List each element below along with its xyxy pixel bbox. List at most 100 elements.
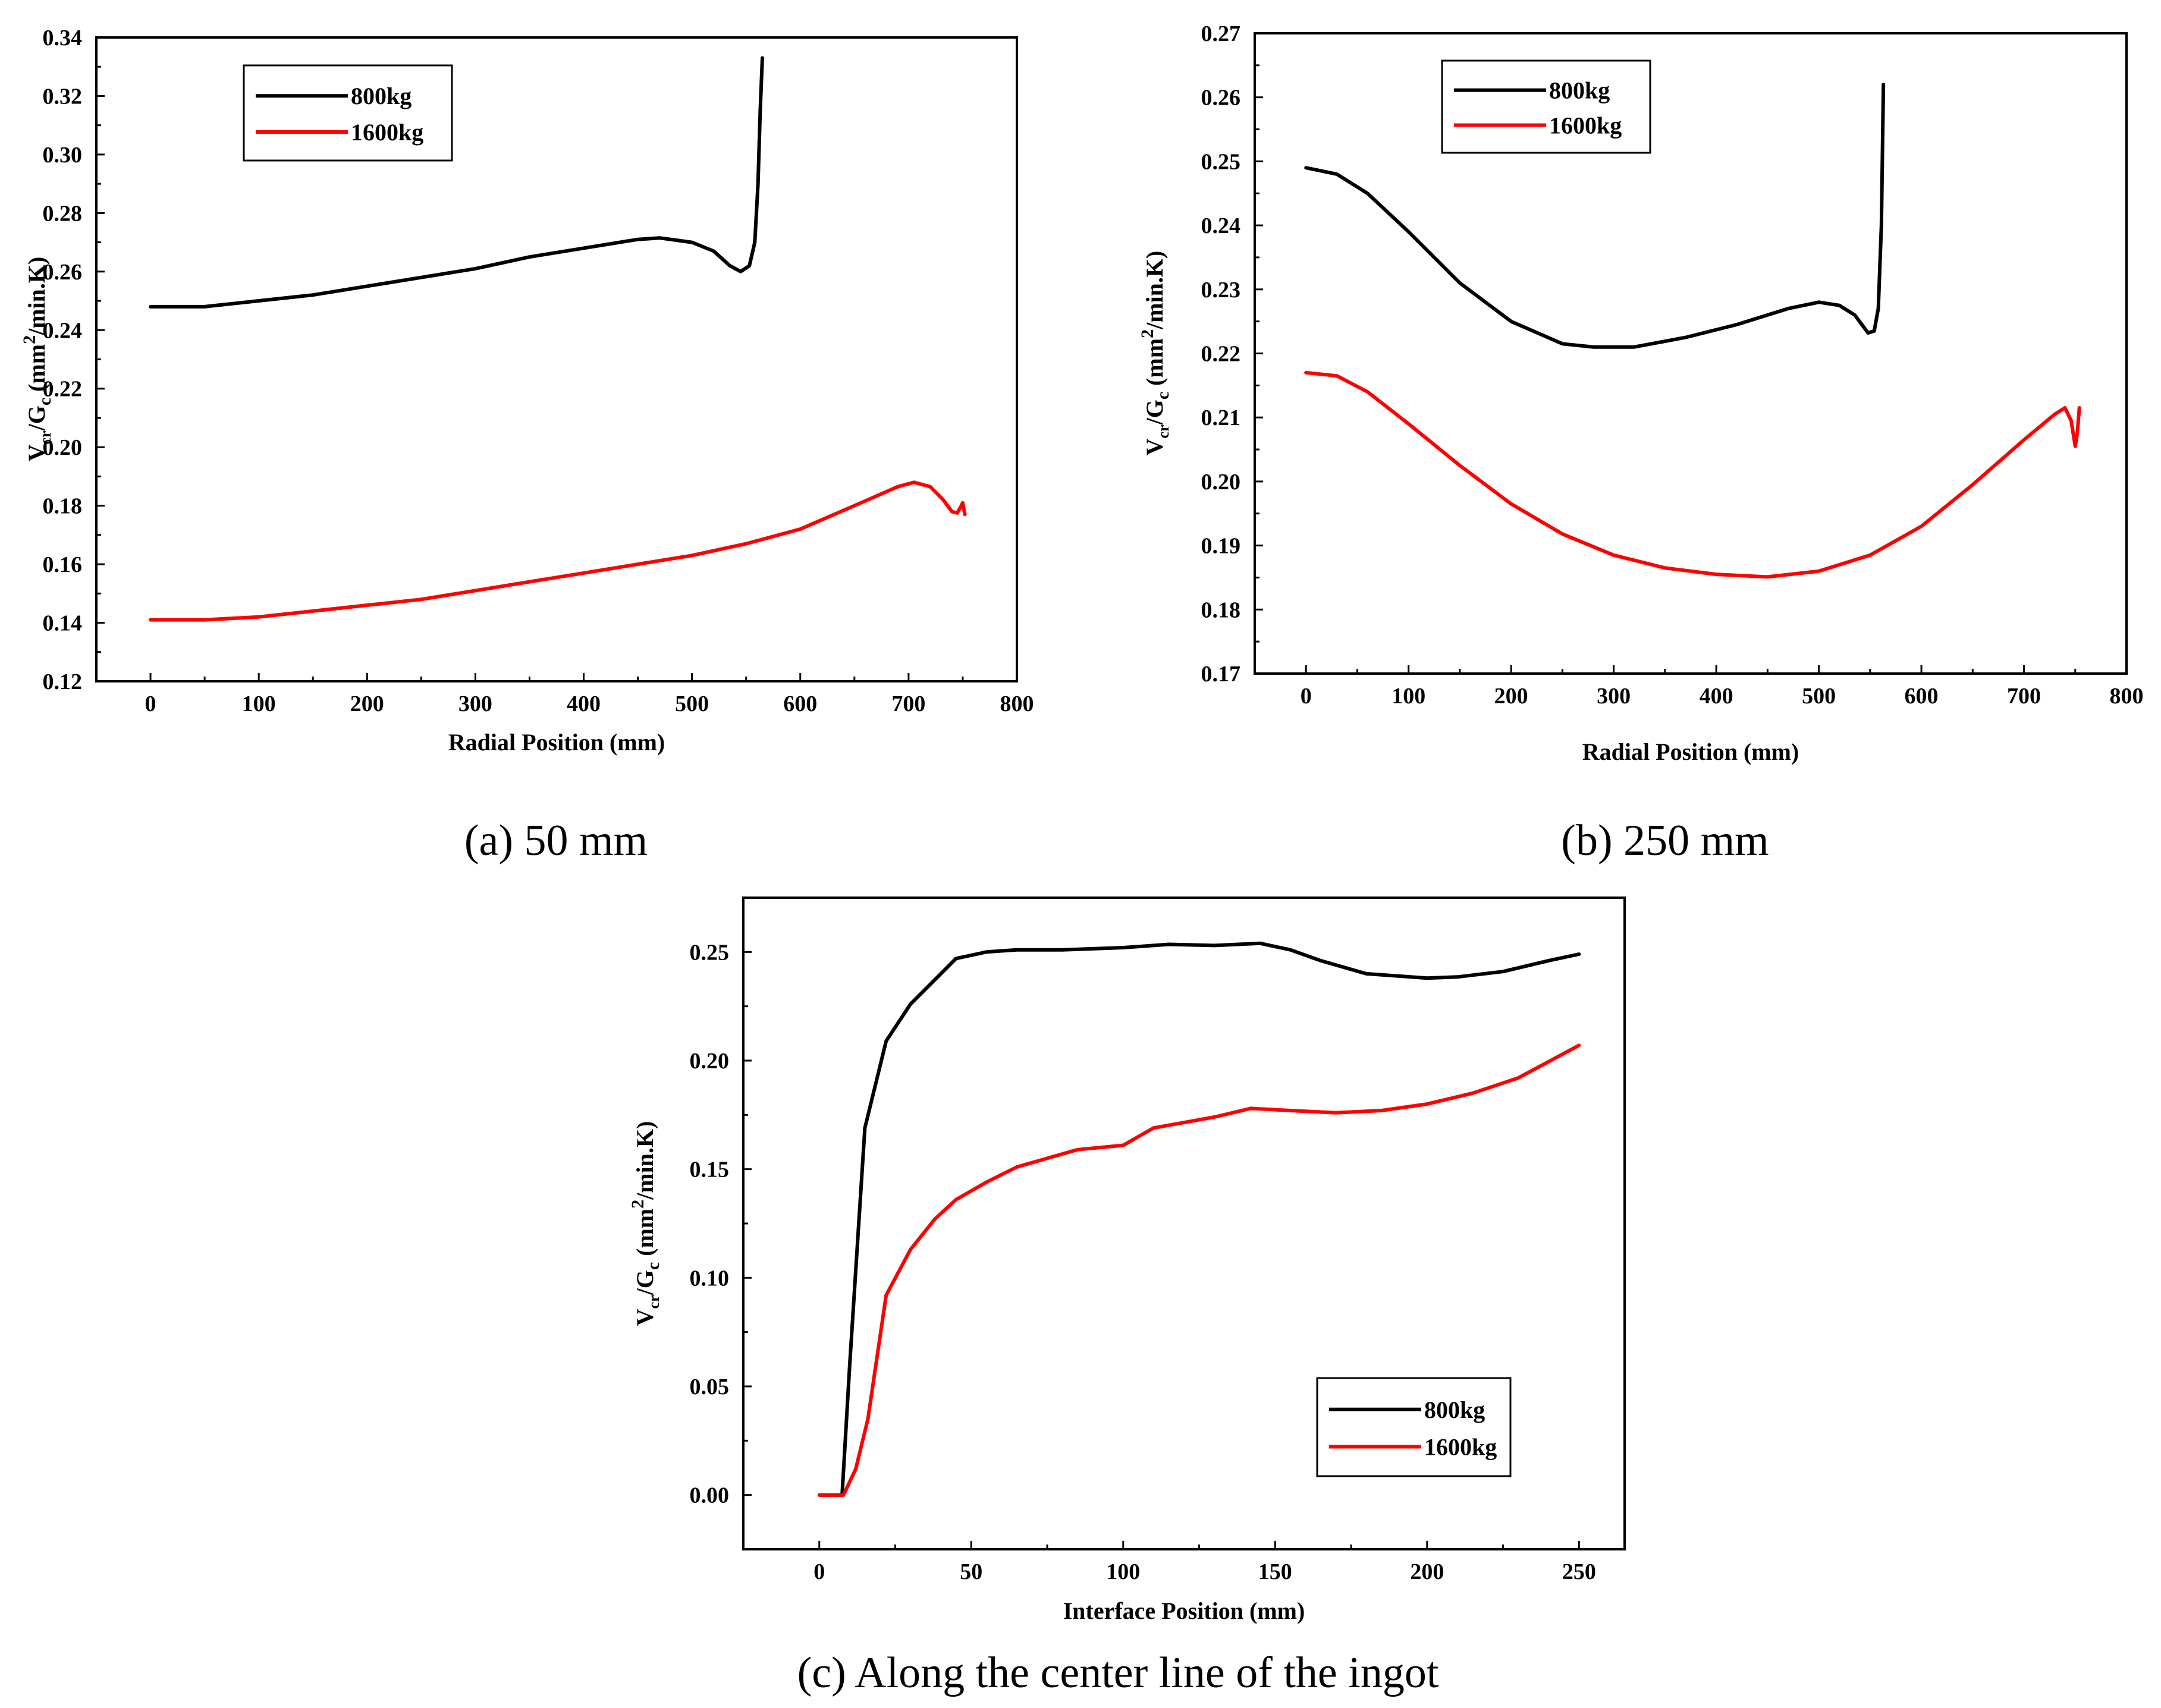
legend-label: 800kg (1549, 77, 1610, 104)
panel-caption: (a) 50 mm (464, 816, 648, 865)
legend-label: 1600kg (1424, 1434, 1497, 1461)
x-tick-label: 200 (1494, 684, 1528, 709)
chart-panel-b: 0 100 200 300 400 500 600 700 800 0.17 0.18 0.19 0.2… (1138, 21, 2144, 865)
panel-caption: (b) 250 mm (1561, 816, 1769, 865)
x-tick-label: 0 (813, 1559, 825, 1584)
series-line-800kg (1304, 83, 1886, 349)
legend-box (1441, 59, 1651, 154)
x-axis-title: Radial Position (mm) (448, 729, 665, 756)
x-tick-label: 400 (567, 691, 601, 716)
y-axis-title-mid: /G (632, 1270, 658, 1295)
series-line-1600kg (1304, 370, 2081, 579)
x-tick-label: 0 (1301, 684, 1312, 709)
y-tick-label: 0.24 (43, 318, 83, 343)
x-tick-label: 600 (1905, 684, 1939, 709)
y-axis-title-sup: 2 (1138, 329, 1157, 338)
y-axis-title-unit-open: (mm (1141, 338, 1168, 392)
y-axis-title-unit-close: /min.K) (632, 1121, 658, 1200)
x-tick-label: 200 (350, 691, 384, 716)
y-axis-title-sup: 2 (20, 335, 39, 344)
series-line-800kg (149, 56, 764, 309)
y-axis-title-sub2: c (35, 398, 55, 405)
y-tick-label: 0.18 (43, 494, 83, 519)
y-axis-title-unit-open: (mm (23, 344, 50, 398)
y-tick-label: 0.19 (1201, 534, 1241, 559)
y-tick-label: 0.10 (690, 1266, 730, 1291)
y-tick-label: 0.15 (690, 1157, 730, 1182)
legend-label: 1600kg (351, 119, 423, 146)
y-axis-title: Vcr/Gc (mm2/min.K) (1138, 251, 1173, 456)
chart-panel-c: 0 50 100 150 200 250 0.00 0.05 0.10 0.15 0.20 0.25 8… (628, 897, 1626, 1697)
x-tick-label: 100 (1392, 684, 1425, 709)
x-tick-label: 0 (145, 691, 156, 716)
y-tick-label: 0.00 (690, 1483, 730, 1508)
x-tick-label: 700 (891, 691, 925, 716)
y-tick-label: 0.25 (1201, 149, 1241, 174)
x-axis-title: Radial Position (mm) (1582, 738, 1799, 765)
x-tick-label: 400 (1700, 684, 1733, 709)
legend-label: 800kg (1424, 1396, 1485, 1423)
x-tick-label: 700 (2007, 684, 2041, 709)
y-tick-label: 0.32 (43, 84, 83, 109)
y-tick-label: 0.28 (43, 201, 83, 226)
y-tick-label: 0.24 (1201, 213, 1241, 238)
y-axis-title-sub1: cr (1155, 424, 1172, 438)
y-axis-title-sub1: cr (37, 430, 54, 444)
y-axis-title: Vcr/Gc (mm2/min.K) (628, 1121, 663, 1326)
y-tick-label: 0.20 (690, 1049, 730, 1074)
y-tick-label: 0.22 (1201, 342, 1241, 367)
y-axis-title-unit-close: /min.K) (23, 257, 50, 336)
x-tick-label: 150 (1258, 1559, 1292, 1584)
y-axis-title-unit-close: /min.K) (1141, 251, 1168, 330)
y-tick-label: 0.25 (690, 940, 730, 965)
series-line-800kg (817, 941, 1581, 1497)
y-axis-title-sub1: cr (645, 1295, 662, 1308)
x-tick-label: 800 (2110, 684, 2144, 709)
y-tick-label: 0.17 (1201, 662, 1241, 687)
legend-label: 800kg (351, 83, 412, 109)
y-axis-title-main: V (1141, 438, 1168, 455)
legend-label: 1600kg (1549, 112, 1622, 139)
x-axis-title: Interface Position (mm) (1063, 1597, 1305, 1624)
y-axis-title-sup: 2 (628, 1200, 648, 1209)
x-tick-label: 600 (783, 691, 817, 716)
x-tick-label: 500 (1802, 684, 1836, 709)
x-tick-label: 250 (1562, 1559, 1596, 1584)
y-axis-title-mid: /G (1141, 400, 1168, 425)
y-tick-label: 0.22 (43, 377, 83, 402)
y-axis-title-main: V (632, 1308, 658, 1326)
y-tick-label: 0.23 (1201, 278, 1241, 303)
y-tick-label: 0.14 (43, 611, 83, 636)
series-line-1600kg (817, 1043, 1581, 1497)
y-tick-label: 0.20 (43, 435, 83, 460)
legend-box (243, 64, 453, 162)
y-axis-title-sub2: c (1153, 392, 1173, 400)
y-axis-title-sub2: c (643, 1262, 663, 1270)
chart-panel-a: 0 100 200 300 400 500 600 700 800 0.12 0.14 0.16 0.1… (20, 26, 1034, 865)
y-tick-label: 0.05 (690, 1374, 730, 1399)
x-tick-label: 500 (675, 691, 709, 716)
y-tick-label: 0.34 (43, 26, 83, 51)
y-axis-title-unit-open: (mm (632, 1209, 658, 1262)
y-axis-title-main: V (23, 444, 50, 461)
y-tick-label: 0.30 (43, 143, 83, 168)
series-line-1600kg (149, 480, 967, 622)
x-tick-label: 300 (1597, 684, 1631, 709)
x-tick-label: 100 (1106, 1559, 1140, 1584)
legend-box (1316, 1377, 1512, 1477)
y-tick-label: 0.20 (1201, 470, 1241, 495)
x-tick-label: 200 (1410, 1559, 1444, 1584)
x-tick-label: 800 (1000, 691, 1034, 716)
x-tick-label: 50 (960, 1559, 982, 1584)
x-tick-label: 100 (242, 691, 276, 716)
y-tick-label: 0.18 (1201, 597, 1241, 622)
panel-caption: (c) Along the center line of the ingot (797, 1649, 1439, 1697)
y-axis-title-mid: /G (23, 405, 50, 431)
y-tick-label: 0.26 (1201, 86, 1241, 111)
y-tick-label: 0.26 (43, 260, 83, 285)
y-tick-label: 0.16 (43, 552, 83, 577)
y-tick-label: 0.21 (1201, 405, 1241, 430)
y-tick-label: 0.27 (1201, 21, 1241, 46)
